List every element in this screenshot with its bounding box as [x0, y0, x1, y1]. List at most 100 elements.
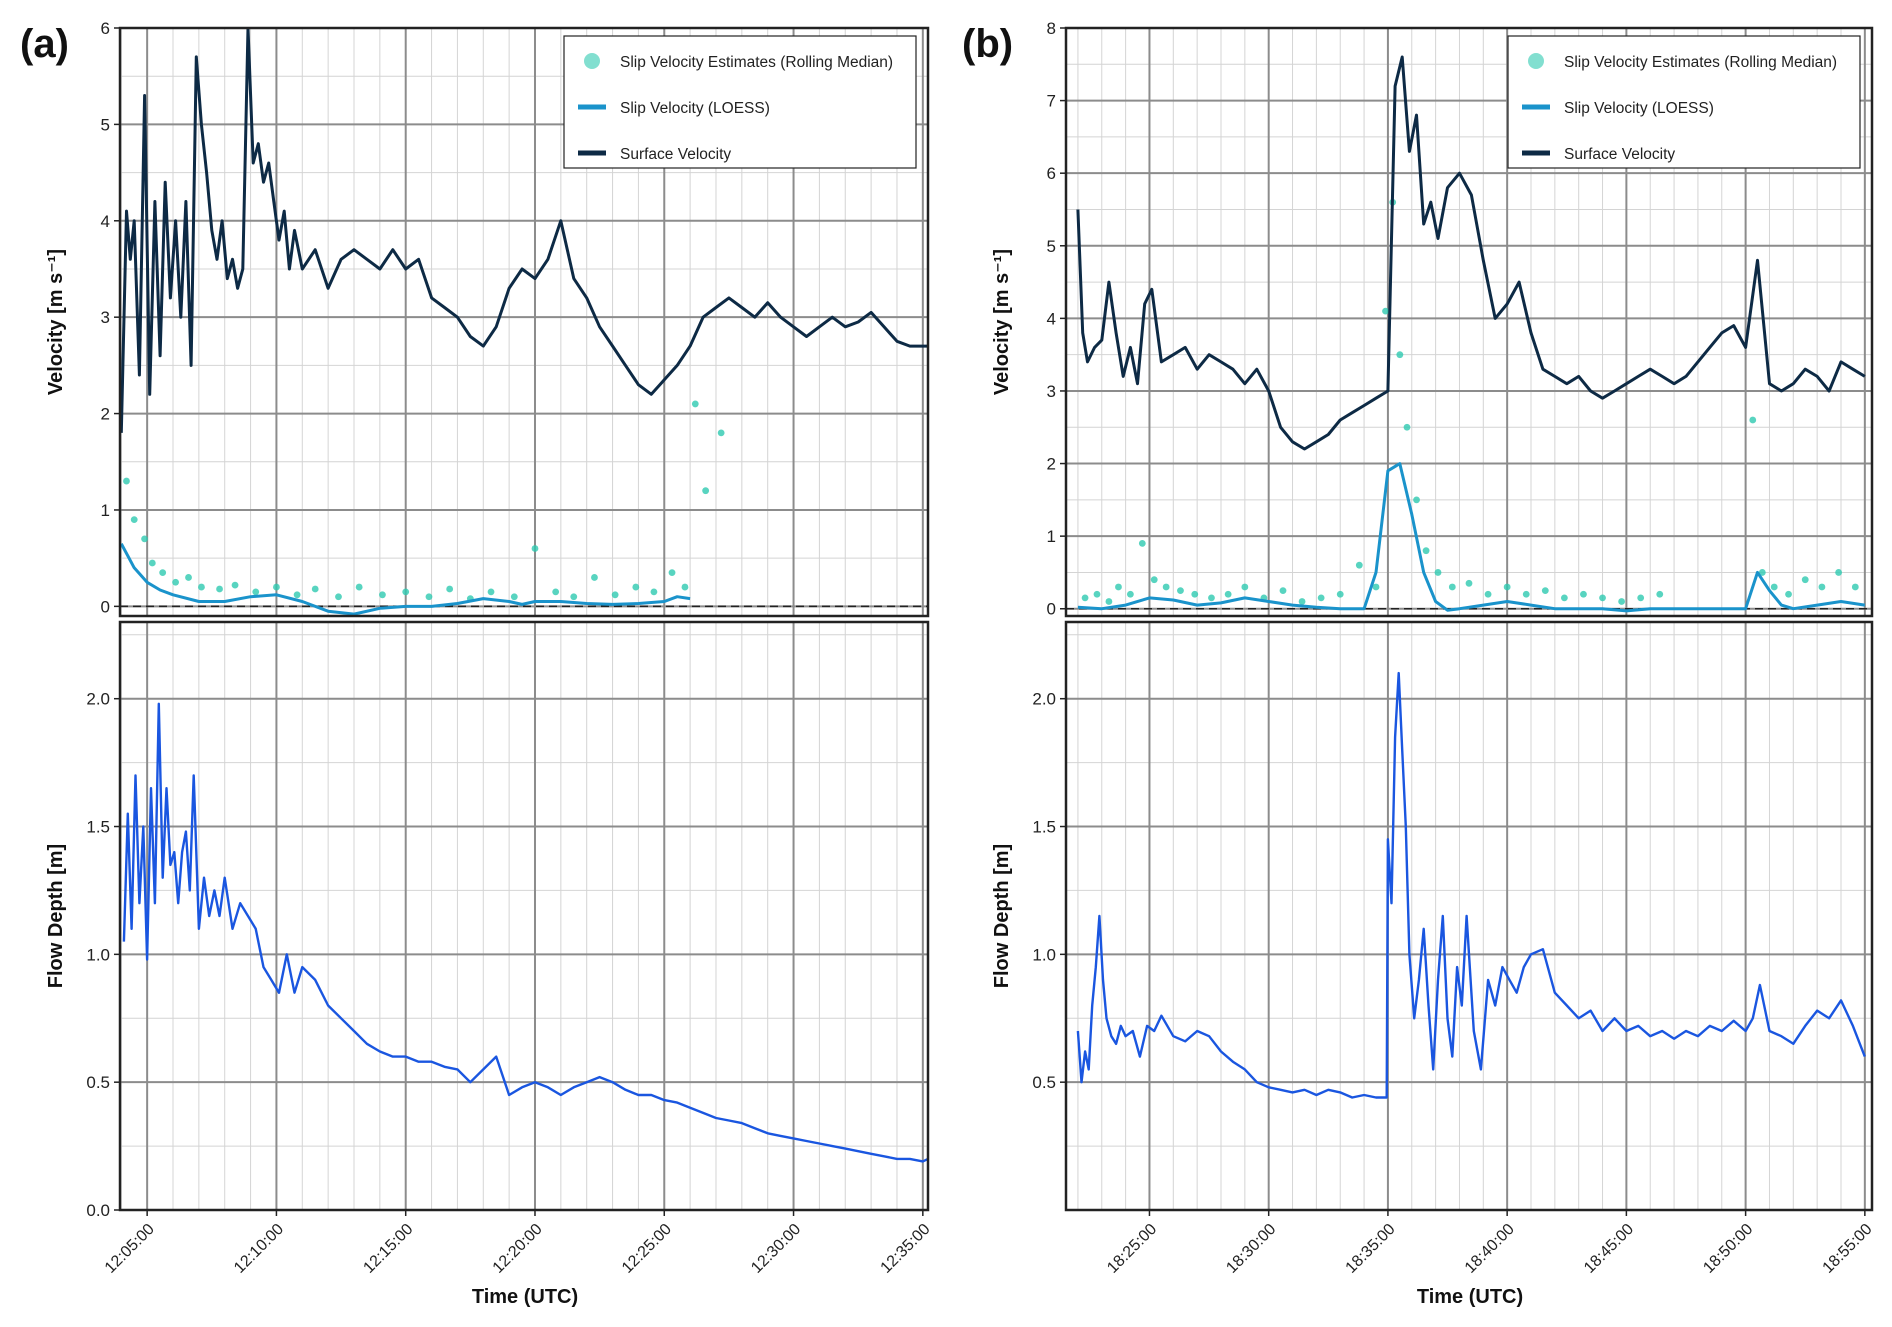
panel-b-slip-estimate-point — [1396, 351, 1404, 359]
panel-a-slip-estimate-point — [141, 535, 148, 543]
panel-a-slip-estimate-point — [487, 588, 495, 596]
panel-b-slip-estimate-point — [1382, 307, 1389, 315]
panel-b-slip-estimate-point — [1093, 590, 1101, 598]
panel-a-flow-depth-y-tick-label: 1.5 — [86, 818, 110, 837]
panel-b-slip-estimate-point — [1503, 583, 1511, 591]
panel-a-slip-estimate-point — [611, 591, 619, 599]
panel-a-flow-depth-x-tick-label: 12:25:00 — [619, 1221, 675, 1277]
panel-b-slip-estimate-point — [1770, 583, 1778, 591]
panel-b-legend-box — [1507, 35, 1861, 169]
panel-b-slip-estimate-point — [1580, 590, 1587, 598]
panel-b-velocity-y-tick-label: 0 — [1047, 600, 1056, 619]
panel-b-slip-estimate-point — [1835, 569, 1843, 576]
panel-a-slip-estimate-point — [632, 583, 640, 591]
panel-b-slip-estimate-point — [1241, 583, 1249, 591]
panel-a-slip-velocity-loess-line — [120, 542, 691, 616]
panel-b-legend-marker-slip-estimates — [1528, 53, 1544, 69]
panel-a: (a) 0 1 2 3 4 5 6 Velocity [m s⁻¹] Slip Velocity… — [20, 19, 934, 1308]
panel-a-slip-estimate-point — [273, 583, 280, 591]
panel-b-slip-estimate-point — [1599, 594, 1606, 602]
panel-a-slip-estimate-point — [252, 588, 260, 596]
panel-b-flow-depth-plot: 0.5 1.0 1.5 2.0 18:25:00 18:30:00 18:35:00 18:4… — [991, 620, 1876, 1277]
panel-a-slip-estimate-point — [402, 588, 410, 596]
panel-b-flow-depth-series — [1076, 671, 1866, 1099]
panel-b-x-axis-label: Time (UTC) — [1417, 1286, 1523, 1308]
panel-b-flow-depth-x-tick-label: 18:35:00 — [1343, 1221, 1399, 1277]
panel-b-surface-velocity-line — [1076, 55, 1866, 451]
panel-b-slip-estimate-point — [1105, 598, 1113, 605]
panel-a-slip-estimate-point — [650, 588, 658, 596]
panel-a-velocity-plot-frame — [118, 26, 930, 618]
panel-b-velocity-y-tick-label: 7 — [1047, 92, 1056, 111]
panel-a-slip-estimate-point — [717, 429, 725, 437]
panel-a-velocity-y-tick-label: 6 — [101, 19, 110, 38]
panel-b-slip-estimate-point — [1851, 583, 1859, 591]
panel-b-flow-depth-y-tick-label: 0.5 — [1032, 1073, 1056, 1092]
panel-b-flow-depth-x-tick-label: 18:25:00 — [1104, 1221, 1160, 1277]
panel-a-x-axis-label: Time (UTC) — [472, 1286, 578, 1308]
panel-a-flow-depth-y-axis-label: Flow Depth [m] — [45, 844, 67, 988]
panel-b-slip-estimate-point — [1372, 583, 1380, 591]
panel-a-slip-estimate-point — [355, 583, 363, 591]
panel-b-slip-estimate-point — [1138, 540, 1146, 547]
panel-b-slip-estimate-point — [1126, 590, 1134, 598]
panel-a-flow-depth-series — [122, 702, 928, 1163]
panel-a-velocity-y-tick-label: 3 — [101, 308, 110, 327]
panel-b-flow-depth-y-tick-label: 2.0 — [1032, 690, 1056, 709]
panel-a-surface-velocity-line — [120, 28, 928, 433]
panel-b-flow-depth-line — [1076, 671, 1866, 1099]
panel-b-velocity-y-axis-label: Velocity [m s⁻¹] — [991, 249, 1013, 395]
panel-a-flow-depth-x-tick-label: 12:05:00 — [102, 1221, 158, 1277]
panel-b-slip-estimate-point — [1818, 583, 1826, 591]
panel-b-slip-estimate-point — [1560, 594, 1568, 602]
panel-b-legend-label: Slip Velocity (LOESS) — [1564, 100, 1714, 117]
panel-a-flow-depth-y-tick-label: 2.0 — [86, 690, 110, 709]
panel-a-velocity-series — [120, 28, 928, 616]
panel-a-flow-depth-y-tick-label: 1.0 — [86, 945, 110, 964]
panel-b-slip-estimate-point — [1758, 569, 1766, 576]
panel-a-legend-label: Slip Velocity (LOESS) — [620, 100, 770, 117]
panel-a-flow-depth-y-tick-label: 0.5 — [86, 1073, 110, 1092]
panel-b-slip-estimate-point — [1484, 590, 1492, 598]
panel-a-slip-estimate-point — [185, 574, 192, 581]
panel-b-flow-depth-x-tick-label: 18:40:00 — [1462, 1221, 1518, 1277]
panel-a-slip-estimate-point — [510, 593, 518, 601]
panel-a-legend-box — [563, 35, 917, 169]
panel-a-velocity-plot: 0 1 2 3 4 5 6 Velocity [m s⁻¹] Slip Velocity Est… — [45, 19, 930, 618]
panel-b-slip-estimate-point — [1785, 590, 1792, 598]
panel-b-slip-estimate-point — [1150, 576, 1158, 584]
panel-b-slip-estimate-point — [1355, 561, 1363, 569]
panel-a-flow-depth-x-tick-label: 12:10:00 — [231, 1221, 287, 1277]
panel-a-slip-estimate-point — [691, 400, 699, 408]
panel-b-slip-estimate-point — [1422, 547, 1430, 555]
panel-a-legend-marker-slip-estimates — [584, 53, 600, 69]
panel-a-slip-estimate-point — [591, 574, 598, 581]
panel-a-slip-estimate-point — [130, 516, 138, 524]
panel-b-velocity-y-tick-label: 1 — [1047, 527, 1056, 546]
panel-b-slip-estimate-point — [1162, 583, 1170, 591]
panel-a-velocity-y-tick-label: 4 — [101, 212, 110, 231]
panel-b-velocity-y-tick-label: 5 — [1047, 237, 1056, 256]
panel-a-legend-label: Surface Velocity — [620, 146, 731, 163]
panel-b-velocity-y-tick-label: 4 — [1047, 309, 1056, 328]
panel-b-slip-estimate-point — [1413, 496, 1420, 504]
panel-a-velocity-y-tick-label: 1 — [101, 501, 110, 520]
panel-a-flow-depth-x-tick-label: 12:30:00 — [748, 1221, 804, 1277]
panel-b-velocity-plot-frame — [1064, 26, 1874, 618]
panel-a-velocity-y-tick-label: 5 — [101, 115, 110, 134]
panel-a-flow-depth-x-tick-label: 12:15:00 — [360, 1221, 416, 1277]
panel-b-slip-estimate-point — [1224, 590, 1232, 598]
panel-b-flow-depth-x-tick-label: 18:30:00 — [1223, 1221, 1279, 1277]
panel-b-velocity-y-tick-label: 3 — [1047, 382, 1056, 401]
panel-a-slip-estimate-point — [311, 585, 319, 593]
panel-b-flow-depth-plot-frame — [1064, 620, 1874, 1212]
panel-b-slip-estimate-point — [1448, 583, 1456, 591]
panel-a-slip-estimate-point — [379, 591, 386, 599]
panel-a-slip-estimate-point — [216, 585, 223, 593]
panel-a-slip-estimate-point — [570, 593, 578, 601]
panel-b-slip-estimate-point — [1208, 594, 1215, 602]
panel-a-slip-estimate-point — [231, 581, 239, 589]
panel-a-velocity-y-tick-label: 0 — [101, 597, 110, 616]
panel-b-flow-depth-x-tick-label: 18:45:00 — [1581, 1221, 1637, 1277]
